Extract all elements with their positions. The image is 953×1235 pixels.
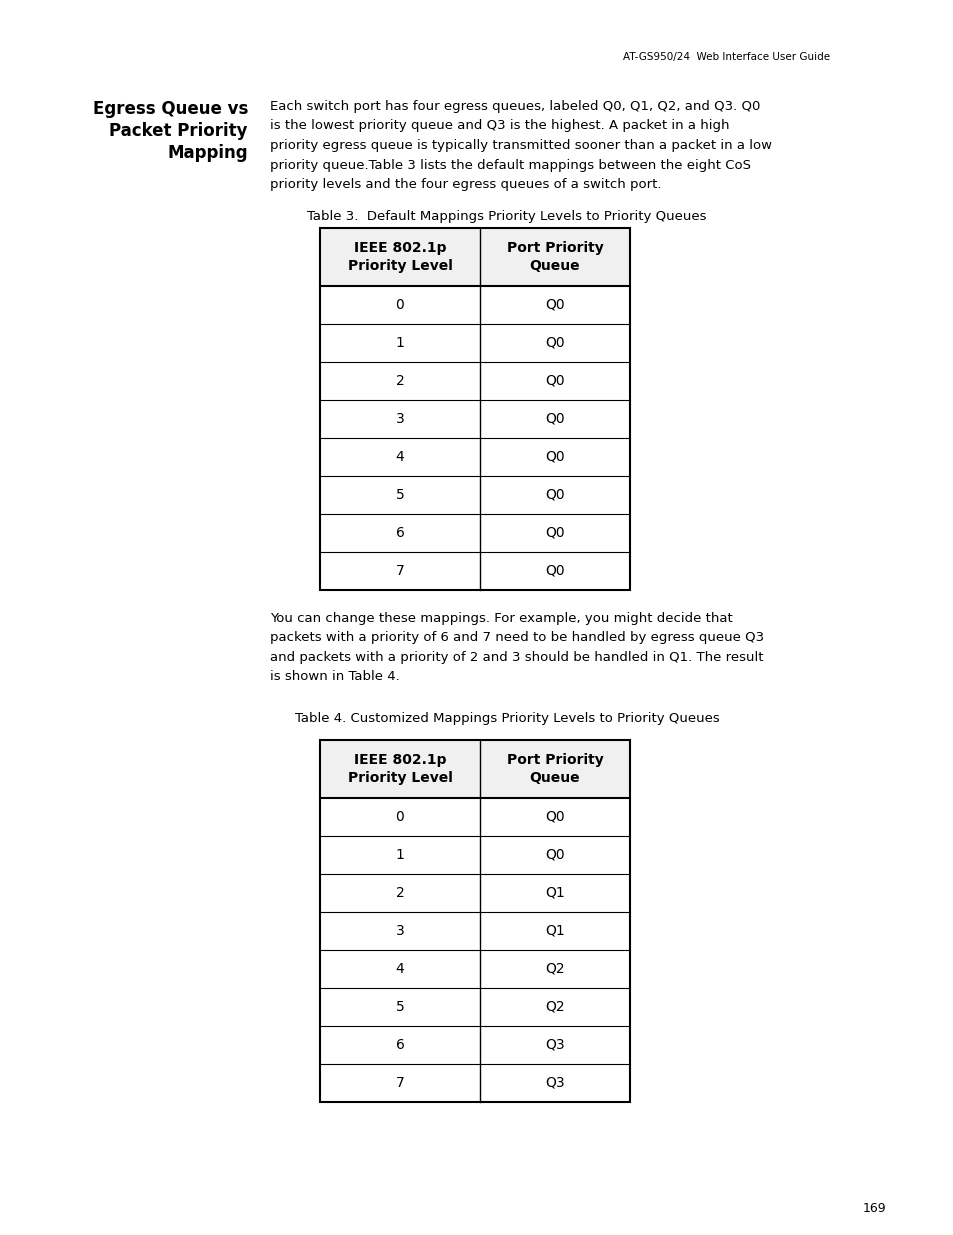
Text: Each switch port has four egress queues, labeled Q0, Q1, Q2, and Q3. Q0: Each switch port has four egress queues,…: [270, 100, 760, 112]
Text: 7: 7: [395, 564, 404, 578]
Text: 0: 0: [395, 810, 404, 824]
Text: Q0: Q0: [544, 488, 564, 501]
Text: AT-GS950/24  Web Interface User Guide: AT-GS950/24 Web Interface User Guide: [622, 52, 829, 62]
Text: Mapping: Mapping: [167, 144, 248, 162]
Text: 2: 2: [395, 885, 404, 900]
Text: priority levels and the four egress queues of a switch port.: priority levels and the four egress queu…: [270, 178, 660, 191]
Text: 2: 2: [395, 374, 404, 388]
Bar: [319, 740, 629, 1102]
Bar: [319, 228, 629, 590]
Text: 169: 169: [862, 1202, 885, 1215]
Text: 1: 1: [395, 336, 404, 350]
Text: 4: 4: [395, 962, 404, 976]
Text: Egress Queue vs: Egress Queue vs: [92, 100, 248, 119]
Text: 3: 3: [395, 924, 404, 939]
Text: Q1: Q1: [544, 924, 564, 939]
Text: packets with a priority of 6 and 7 need to be handled by egress queue Q3: packets with a priority of 6 and 7 need …: [270, 631, 763, 645]
Text: Q0: Q0: [544, 298, 564, 312]
Text: 6: 6: [395, 526, 404, 540]
Text: 6: 6: [395, 1037, 404, 1052]
Text: Port Priority
Queue: Port Priority Queue: [506, 241, 602, 273]
Bar: [319, 228, 629, 287]
Text: Q0: Q0: [544, 564, 564, 578]
Text: 4: 4: [395, 450, 404, 464]
Bar: [319, 228, 629, 590]
Text: 7: 7: [395, 1076, 404, 1091]
Text: Q0: Q0: [544, 848, 564, 862]
Text: is shown in Table 4.: is shown in Table 4.: [270, 671, 399, 683]
Text: Q0: Q0: [544, 336, 564, 350]
Text: Q3: Q3: [544, 1037, 564, 1052]
Text: Q0: Q0: [544, 450, 564, 464]
Text: Packet Priority: Packet Priority: [110, 122, 248, 140]
Text: is the lowest priority queue and Q3 is the highest. A packet in a high: is the lowest priority queue and Q3 is t…: [270, 120, 729, 132]
Text: Q0: Q0: [544, 374, 564, 388]
Bar: [319, 740, 629, 798]
Text: Q1: Q1: [544, 885, 564, 900]
Text: Q3: Q3: [544, 1076, 564, 1091]
Text: 0: 0: [395, 298, 404, 312]
Text: Table 4. Customized Mappings Priority Levels to Priority Queues: Table 4. Customized Mappings Priority Le…: [294, 713, 719, 725]
Text: Q2: Q2: [544, 962, 564, 976]
Text: IEEE 802.1p
Priority Level: IEEE 802.1p Priority Level: [347, 241, 452, 273]
Text: Table 3.  Default Mappings Priority Levels to Priority Queues: Table 3. Default Mappings Priority Level…: [307, 210, 706, 224]
Text: priority queue.Table 3 lists the default mappings between the eight CoS: priority queue.Table 3 lists the default…: [270, 158, 750, 172]
Bar: [319, 740, 629, 1102]
Text: 5: 5: [395, 488, 404, 501]
Text: Q0: Q0: [544, 526, 564, 540]
Text: Port Priority
Queue: Port Priority Queue: [506, 753, 602, 785]
Text: priority egress queue is typically transmitted sooner than a packet in a low: priority egress queue is typically trans…: [270, 140, 771, 152]
Text: Q0: Q0: [544, 810, 564, 824]
Text: 3: 3: [395, 412, 404, 426]
Text: Q2: Q2: [544, 1000, 564, 1014]
Text: 5: 5: [395, 1000, 404, 1014]
Text: Q0: Q0: [544, 412, 564, 426]
Text: IEEE 802.1p
Priority Level: IEEE 802.1p Priority Level: [347, 753, 452, 785]
Text: You can change these mappings. For example, you might decide that: You can change these mappings. For examp…: [270, 613, 732, 625]
Text: 1: 1: [395, 848, 404, 862]
Text: and packets with a priority of 2 and 3 should be handled in Q1. The result: and packets with a priority of 2 and 3 s…: [270, 651, 762, 664]
